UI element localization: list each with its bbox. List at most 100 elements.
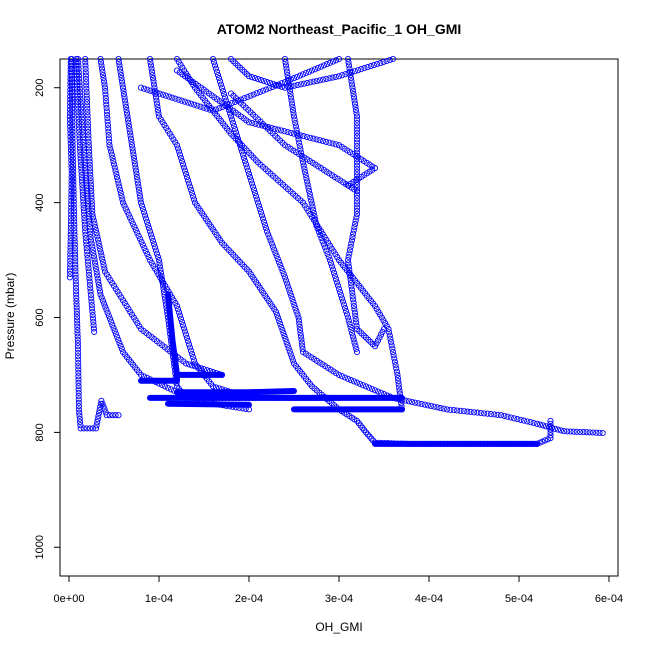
data-point [86,271,93,278]
data-point [147,62,155,69]
data-point [103,104,110,112]
data-point [69,145,76,152]
data-point [355,67,362,74]
data-point [137,371,145,378]
data-point [149,237,157,244]
data-point [73,314,81,321]
data-point [77,155,84,162]
data-point [175,148,183,155]
data-point [137,199,145,206]
data-point [282,336,289,343]
data-point [290,113,298,120]
data-point [75,386,82,393]
data-point [76,409,83,416]
data-point [421,401,428,408]
data-point [83,82,90,89]
data-point [86,214,93,221]
series [173,67,379,189]
data-point [128,217,135,224]
data-point [279,268,286,275]
data-point [162,92,170,99]
data-point [110,158,117,165]
data-point [101,84,109,91]
data-point [300,133,307,140]
data-point [311,66,319,73]
data-point [167,386,175,393]
data-point [84,122,92,129]
data-point [577,428,584,436]
plot-area-frame [59,58,619,577]
data-point [77,152,84,159]
data-point [74,336,81,343]
data-point [240,154,248,161]
series [115,55,343,401]
data-point [387,335,394,342]
data-point [356,380,364,387]
data-point [122,100,129,107]
data-point [245,119,253,126]
data-point [78,108,85,116]
data-point [281,84,289,91]
data-point [290,298,297,306]
data-point [346,320,353,327]
data-point [78,112,85,119]
data-point [391,358,398,365]
data-point [348,69,355,76]
series [209,55,606,437]
data-point [83,89,90,96]
data-point [229,119,237,126]
data-point [75,353,82,360]
data-point [86,165,94,172]
data-point [353,139,361,146]
data-point [112,412,119,419]
data-point [72,258,79,265]
data-point [89,211,96,218]
data-point [116,339,123,346]
data-point [263,228,271,235]
data-point [235,138,243,146]
data-point [186,183,194,190]
data-point [155,110,162,117]
data-point [135,186,143,193]
data-point [123,110,131,117]
data-point [329,58,337,65]
data-point [353,169,361,176]
data-point [84,191,91,198]
data-point [278,265,285,272]
data-point [250,91,257,98]
data-point [70,168,77,175]
data-point [118,193,125,200]
series [344,55,388,350]
data-point [95,409,103,417]
data-point [388,339,395,346]
data-point [94,272,101,279]
data-point [286,286,293,293]
data-point [149,71,156,79]
data-point [291,116,298,123]
data-point [106,412,113,419]
data-point [431,403,438,410]
data-point [181,98,188,105]
data-point [66,270,74,278]
data-point [188,189,196,197]
data-point [180,325,188,332]
data-point [352,312,359,319]
data-point [111,164,118,171]
data-point [82,174,90,182]
data-point [93,269,100,276]
data-point [84,112,91,119]
data-point [69,95,76,102]
data-point [353,322,360,329]
data-point [71,248,79,255]
data-point [368,385,376,393]
data-point [295,317,302,324]
data-point [157,269,165,276]
data-point [73,294,80,301]
data-point [325,253,332,260]
data-point [353,142,361,150]
data-point [142,247,149,255]
data-point [233,132,241,139]
data-point [334,282,342,289]
data-point [236,142,244,149]
data-point [278,80,285,87]
